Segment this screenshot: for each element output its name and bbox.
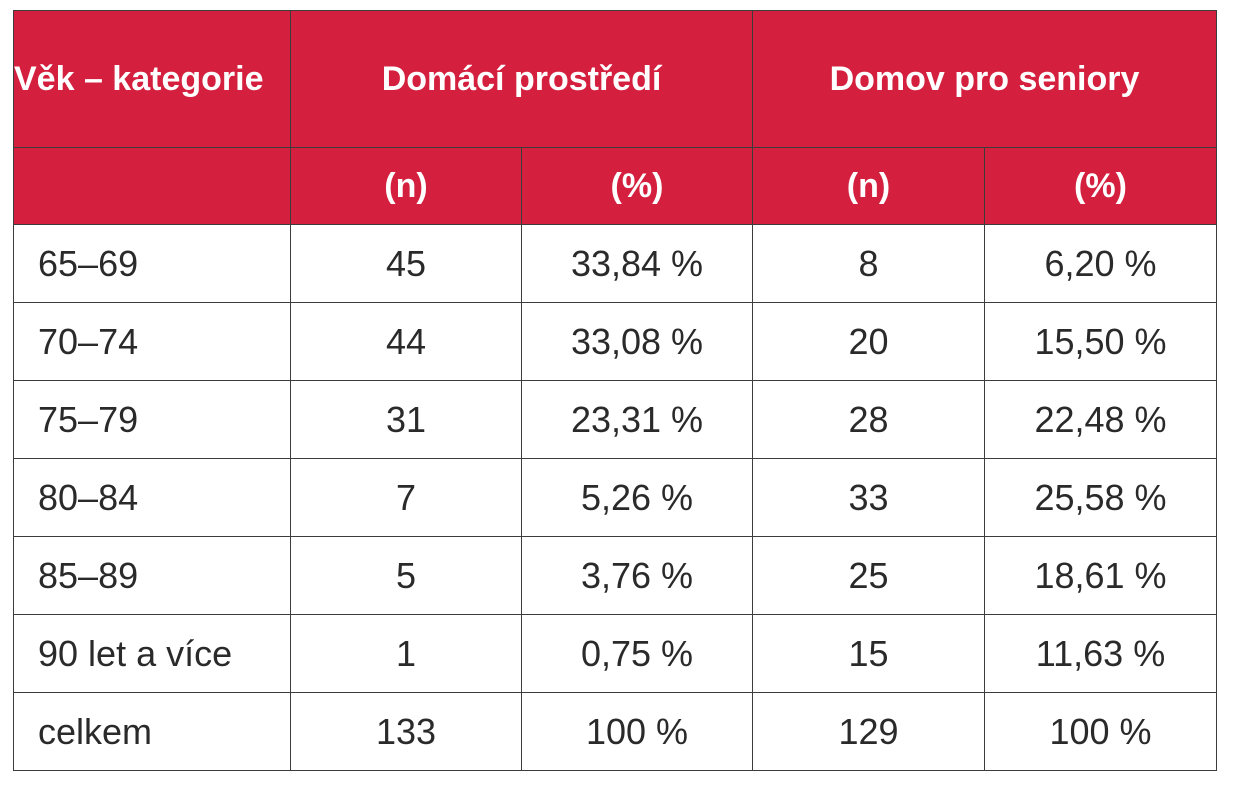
senior-pct-cell: 11,63 % — [984, 614, 1217, 693]
senior-n-cell: 28 — [752, 380, 985, 459]
header-senior-pct: (%) — [984, 147, 1217, 225]
table-row: 80–84 7 5,26 % 33 25,58 % — [13, 458, 1217, 537]
table-row: 75–79 31 23,31 % 28 22,48 % — [13, 380, 1217, 459]
header-row-groups: Věk – kategorie Domácí prostředí Domov p… — [13, 10, 1217, 148]
header-home-pct: (%) — [521, 147, 753, 225]
header-row-units: (n) (%) (n) (%) — [13, 147, 1217, 225]
home-n-cell: 7 — [290, 458, 522, 537]
home-pct-cell: 23,31 % — [521, 380, 753, 459]
home-pct-cell: 5,26 % — [521, 458, 753, 537]
senior-pct-cell: 6,20 % — [984, 224, 1217, 303]
header-senior-n: (n) — [752, 147, 985, 225]
table-row-total: celkem 133 100 % 129 100 % — [13, 692, 1217, 771]
age-category-cell: 90 let a více — [13, 614, 291, 693]
home-n-cell: 1 — [290, 614, 522, 693]
header-group-home: Domácí prostředí — [290, 10, 753, 148]
home-pct-cell: 0,75 % — [521, 614, 753, 693]
senior-pct-cell: 18,61 % — [984, 536, 1217, 615]
senior-n-cell: 33 — [752, 458, 985, 537]
home-n-cell: 5 — [290, 536, 522, 615]
home-n-cell: 45 — [290, 224, 522, 303]
senior-pct-cell: 15,50 % — [984, 302, 1217, 381]
senior-n-cell: 8 — [752, 224, 985, 303]
table-row: 70–74 44 33,08 % 20 15,50 % — [13, 302, 1217, 381]
table-row: 90 let a více 1 0,75 % 15 11,63 % — [13, 614, 1217, 693]
age-category-table: Věk – kategorie Domácí prostředí Domov p… — [13, 10, 1217, 771]
table-header: Věk – kategorie Domácí prostředí Domov p… — [13, 10, 1217, 225]
table-body: 65–69 45 33,84 % 8 6,20 % 70–74 44 33,08… — [13, 224, 1217, 771]
age-category-cell: 65–69 — [13, 224, 291, 303]
senior-n-cell: 15 — [752, 614, 985, 693]
senior-pct-cell: 25,58 % — [984, 458, 1217, 537]
header-empty-cell — [13, 147, 291, 225]
header-group-senior: Domov pro seniory — [752, 10, 1217, 148]
header-age-category: Věk – kategorie — [13, 10, 291, 148]
senior-pct-cell: 22,48 % — [984, 380, 1217, 459]
senior-pct-cell: 100 % — [984, 692, 1217, 771]
home-n-cell: 44 — [290, 302, 522, 381]
table-row: 65–69 45 33,84 % 8 6,20 % — [13, 224, 1217, 303]
home-pct-cell: 3,76 % — [521, 536, 753, 615]
age-category-cell: 80–84 — [13, 458, 291, 537]
header-home-n: (n) — [290, 147, 522, 225]
age-category-cell: 85–89 — [13, 536, 291, 615]
age-category-cell: 70–74 — [13, 302, 291, 381]
age-category-cell: celkem — [13, 692, 291, 771]
home-pct-cell: 33,84 % — [521, 224, 753, 303]
table-row: 85–89 5 3,76 % 25 18,61 % — [13, 536, 1217, 615]
home-n-cell: 133 — [290, 692, 522, 771]
senior-n-cell: 20 — [752, 302, 985, 381]
age-category-cell: 75–79 — [13, 380, 291, 459]
senior-n-cell: 25 — [752, 536, 985, 615]
home-pct-cell: 33,08 % — [521, 302, 753, 381]
home-n-cell: 31 — [290, 380, 522, 459]
senior-n-cell: 129 — [752, 692, 985, 771]
home-pct-cell: 100 % — [521, 692, 753, 771]
